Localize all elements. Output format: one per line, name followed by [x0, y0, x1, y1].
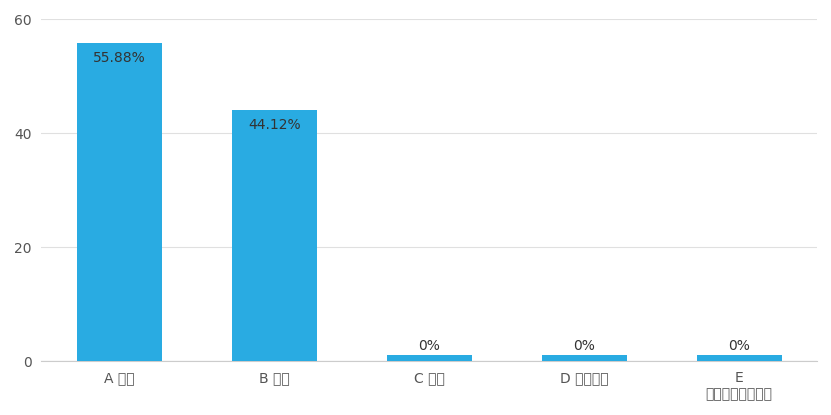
Bar [232, 110, 317, 361]
Text: 0%: 0% [418, 339, 440, 353]
Bar [696, 356, 782, 361]
Text: 0%: 0% [573, 339, 595, 353]
Bar [542, 356, 627, 361]
Bar [76, 43, 162, 361]
Text: 0%: 0% [728, 339, 750, 353]
Text: 55.88%: 55.88% [93, 51, 145, 66]
Text: 44.12%: 44.12% [248, 118, 301, 132]
Bar [386, 356, 472, 361]
